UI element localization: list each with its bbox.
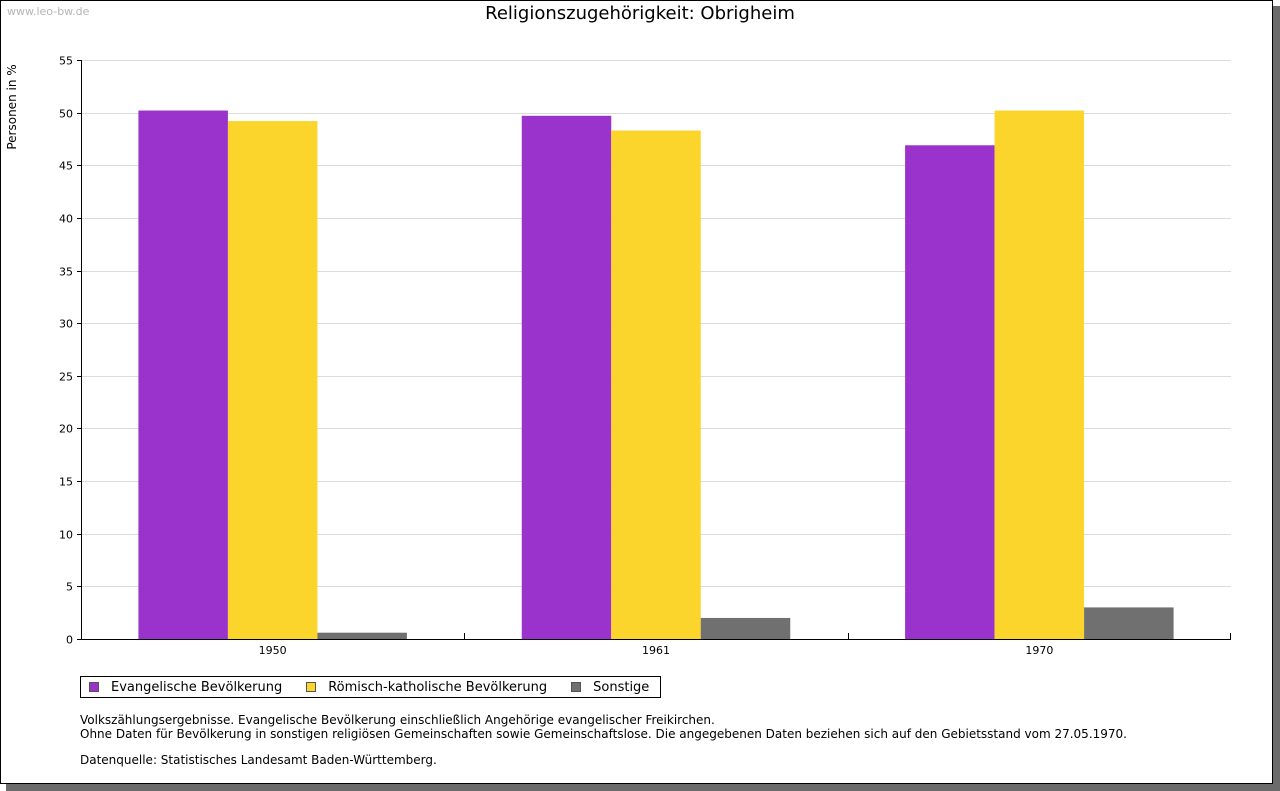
y-tick-label: 30: [59, 318, 73, 331]
x-tick-label: 1961: [642, 644, 670, 657]
y-tick-label: 5: [66, 581, 73, 594]
data-source: Datenquelle: Statistisches Landesamt Bad…: [80, 753, 437, 767]
y-tick-label: 25: [59, 371, 73, 384]
legend-item: Römisch-katholische Bevölkerung: [306, 680, 547, 695]
bar: [521, 115, 612, 639]
y-tick-label: 10: [59, 529, 73, 542]
note-line-2: Ohne Daten für Bevölkerung in sonstigen …: [80, 727, 1127, 741]
x-tick-labels: 1950 1961 1970: [259, 644, 1054, 657]
y-tick-label: 40: [59, 213, 73, 226]
y-tick-label: 55: [59, 55, 73, 68]
chart-title: Religionszugehörigkeit: Obrigheim: [485, 3, 795, 24]
legend-swatch: [306, 682, 317, 692]
legend-label: Sonstige: [593, 679, 650, 695]
bar: [317, 632, 407, 639]
watermark: www.leo-bw.de: [7, 5, 90, 18]
bar-chart: 0 5 10 15 20 25 30 35 40 45 50 55 1950 1961 1970 Pers…: [5, 55, 1231, 657]
y-tick-label: 0: [66, 634, 73, 647]
bar: [1084, 607, 1174, 639]
legend: Evangelische Bevölkerung Römisch-katholis…: [80, 676, 662, 698]
bars: [138, 110, 1174, 640]
notes: Volkszählungsergebnisse. Evangelische Be…: [80, 713, 1127, 767]
legend-swatch: [89, 682, 99, 692]
y-tick-label: 35: [59, 266, 73, 279]
frame-shadow-bottom: [6, 784, 1280, 791]
bar: [994, 110, 1085, 640]
bar: [138, 110, 228, 640]
bar: [227, 121, 318, 640]
legend-label: Evangelische Bevölkerung: [111, 679, 283, 695]
bar: [905, 145, 995, 639]
y-axis-label: Personen in %: [5, 64, 19, 149]
legend-item: Evangelische Bevölkerung: [89, 680, 282, 695]
legend-swatch: [571, 682, 582, 692]
bar: [700, 617, 791, 639]
axes: [77, 60, 1231, 640]
y-tick-label: 45: [59, 160, 73, 173]
frame-shadow-right: [1273, 6, 1280, 791]
y-tick-label: 50: [59, 108, 73, 121]
x-tick-label: 1950: [259, 644, 287, 657]
y-tick-label: 20: [59, 423, 73, 436]
y-tick-labels: 0 5 10 15 20 25 30 35 40 45 50 55: [59, 55, 73, 647]
legend-label: Römisch-katholische Bevölkerung: [328, 679, 548, 695]
x-tick-label: 1970: [1025, 644, 1053, 657]
note-line-1: Volkszählungsergebnisse. Evangelische Be…: [80, 713, 715, 727]
bar: [611, 130, 701, 640]
y-tick-label: 15: [59, 476, 73, 489]
legend-item: Sonstige: [571, 680, 649, 695]
